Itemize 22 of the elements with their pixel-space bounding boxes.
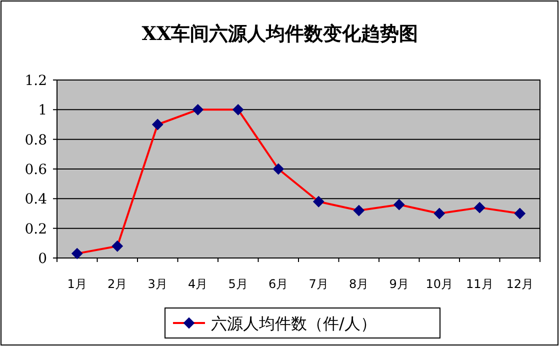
y-tick-label: 0.8 xyxy=(24,132,47,148)
y-tick-label: 0.2 xyxy=(24,221,47,238)
x-tick-label: 4月 xyxy=(188,277,208,291)
y-tick-label: 0.6 xyxy=(24,162,48,178)
x-tick-label: 10月 xyxy=(426,277,454,291)
legend: 六源人均件数（件/人） xyxy=(164,308,440,338)
x-tick-label: 12月 xyxy=(506,277,534,291)
x-tick-label: 3月 xyxy=(148,277,168,291)
x-tick-label: 9月 xyxy=(389,277,409,291)
x-tick-label: 11月 xyxy=(466,277,494,291)
y-tick-label: 1.2 xyxy=(24,73,47,89)
y-tick-label: 0 xyxy=(38,251,47,267)
y-tick-label: 1 xyxy=(38,102,47,119)
y-tick-label: 0.4 xyxy=(24,192,48,208)
x-tick-label: 2月 xyxy=(108,277,128,291)
x-tick-label: 8月 xyxy=(349,277,369,291)
chart-title: XX车间六源人均件数变化趋势图 xyxy=(142,23,418,45)
x-tick-label: 5月 xyxy=(228,277,248,291)
x-tick-label: 7月 xyxy=(308,277,328,291)
legend-label: 六源人均件数（件/人） xyxy=(211,314,376,333)
x-tick-label: 1月 xyxy=(67,277,87,291)
x-tick-label: 6月 xyxy=(268,277,288,291)
